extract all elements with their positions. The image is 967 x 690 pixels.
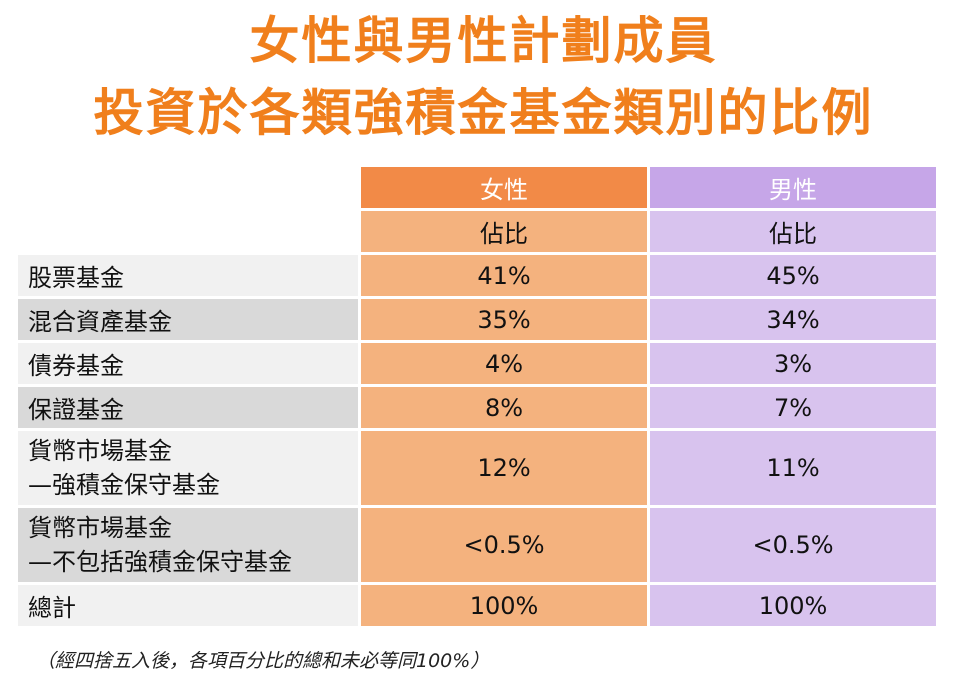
male-value: 34% [650, 299, 936, 340]
allocation-table: 女性 男性 佔比 佔比 股票基金 41% 45% 混合資產基金 35% 34% … [18, 167, 939, 629]
table-row: 債券基金 4% 3% [18, 343, 939, 384]
male-value: 7% [650, 387, 936, 428]
footnote: （經四捨五入後，各項百分比的總和未必等同100%） [36, 650, 490, 672]
male-subheader: 佔比 [650, 211, 936, 252]
female-value: 41% [361, 255, 647, 296]
female-value: 100% [361, 585, 647, 626]
male-value: 100% [650, 585, 936, 626]
table-row: 股票基金 41% 45% [18, 255, 939, 296]
female-value: 35% [361, 299, 647, 340]
female-header: 女性 [361, 167, 647, 208]
subheader-blank-cell [18, 211, 358, 252]
header-row: 女性 男性 [18, 167, 939, 208]
male-value: 3% [650, 343, 936, 384]
row-label: 混合資產基金 [18, 299, 358, 340]
female-value: 4% [361, 343, 647, 384]
table-row: 保證基金 8% 7% [18, 387, 939, 428]
female-value: 8% [361, 387, 647, 428]
male-value: 45% [650, 255, 936, 296]
total-row: 總計 100% 100% [18, 585, 939, 626]
row-label-line1: 貨幣市場基金 [28, 514, 172, 542]
male-value: <0.5% [650, 508, 936, 582]
row-label-line1: 貨幣市場基金 [28, 437, 172, 465]
row-label: 債券基金 [18, 343, 358, 384]
row-label: 保證基金 [18, 387, 358, 428]
row-label-line2: —不包括強積金保守基金 [28, 548, 292, 576]
table-row: 混合資產基金 35% 34% [18, 299, 939, 340]
row-label: 股票基金 [18, 255, 358, 296]
male-value: 11% [650, 431, 936, 505]
table-row: 貨幣市場基金 —不包括強積金保守基金 <0.5% <0.5% [18, 508, 939, 582]
female-value: <0.5% [361, 508, 647, 582]
female-subheader: 佔比 [361, 211, 647, 252]
page-subtitle: 投資於各類強積金基金類別的比例 [93, 84, 874, 142]
female-value: 12% [361, 431, 647, 505]
male-header: 男性 [650, 167, 936, 208]
table-row: 貨幣市場基金 —強積金保守基金 12% 11% [18, 431, 939, 505]
page-title: 女性與男性計劃成員 [249, 12, 718, 70]
row-label: 貨幣市場基金 —強積金保守基金 [18, 431, 358, 505]
subheader-row: 佔比 佔比 [18, 211, 939, 252]
row-label-line2: —強積金保守基金 [28, 471, 220, 499]
header-blank-cell [18, 167, 358, 208]
row-label: 貨幣市場基金 —不包括強積金保守基金 [18, 508, 358, 582]
row-label: 總計 [18, 585, 358, 626]
